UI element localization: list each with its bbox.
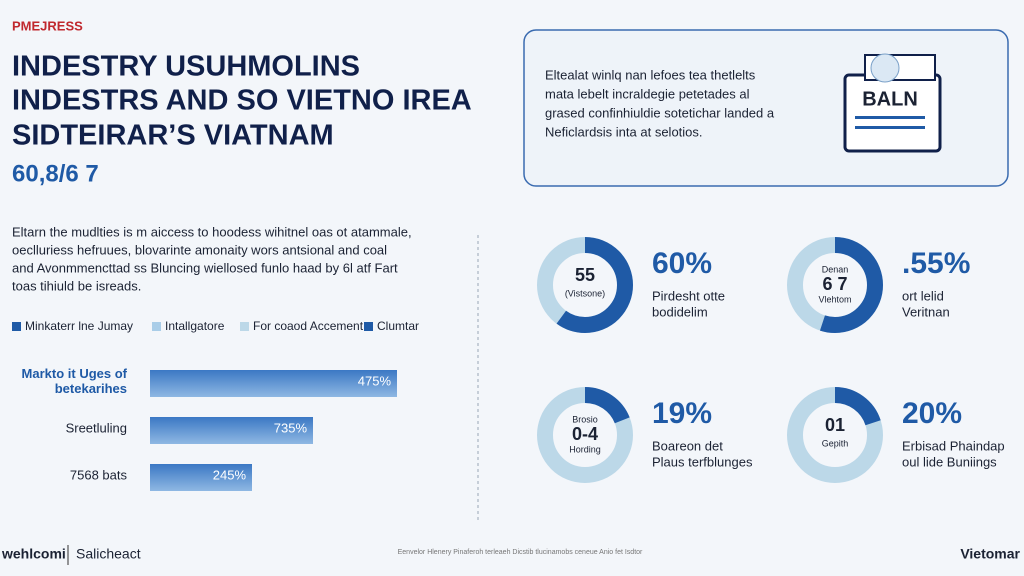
bar bbox=[150, 370, 397, 397]
legend-swatch bbox=[364, 322, 373, 331]
footer-left: wehlcomi bbox=[1, 546, 66, 562]
subtitle: 60,8/6 7 bbox=[12, 160, 99, 187]
footer-right: Vietomar bbox=[960, 546, 1020, 562]
donut-caption: ort lelid bbox=[902, 288, 944, 303]
donut-inner: Hording bbox=[569, 444, 601, 454]
intro-line: Eltarn the mudlties is m aiccess to hood… bbox=[12, 224, 412, 239]
donut-caption: bodidelim bbox=[652, 304, 708, 319]
legend-swatch bbox=[12, 322, 21, 331]
bar bbox=[150, 417, 313, 444]
bar-label: Sreetluling bbox=[66, 420, 127, 435]
donut-caption: Plaus terfblunges bbox=[652, 454, 753, 469]
bar bbox=[150, 464, 252, 491]
intro-line: and Avonmmencttad ss Bluncing wiellosed … bbox=[12, 260, 398, 275]
callout-line: Neficlardsis inta at selotios. bbox=[545, 124, 703, 139]
footer-left2: Salicheact bbox=[76, 546, 141, 562]
bar-label: betekarihes bbox=[55, 381, 127, 396]
legend-swatch bbox=[240, 322, 249, 331]
callout-line: Eltealat winlq nan lefoes tea thetlelts bbox=[545, 67, 756, 82]
donut-inner: Brosio bbox=[572, 414, 598, 424]
legend-label: For coaod Accement bbox=[253, 319, 364, 333]
bar-value: 735% bbox=[274, 420, 308, 435]
donut-inner: 0-4 bbox=[572, 424, 598, 444]
donut-caption: Erbisad Phaindap bbox=[902, 438, 1005, 453]
legend-label: Minkaterr lne Jumay bbox=[25, 319, 133, 333]
intro-line: oeclluriess hefruues, blovarinte amonait… bbox=[12, 242, 387, 257]
callout-line: mata lebelt incraldegie petetades al bbox=[545, 86, 750, 101]
donut-arc bbox=[537, 237, 633, 333]
donut-inner: (Vistsone) bbox=[565, 288, 605, 298]
bar-label: 7568 bats bbox=[70, 467, 128, 482]
legend-label: Intallgatore bbox=[165, 319, 225, 333]
donut-arc bbox=[537, 387, 633, 483]
donut-inner: 55 bbox=[575, 265, 595, 285]
title-line: SIDTEIRAR’S VIATNAM bbox=[12, 120, 334, 152]
brand: PMEJRESS bbox=[12, 18, 83, 33]
donut-inner: Vlehtom bbox=[818, 294, 851, 304]
donut-value: 60% bbox=[652, 247, 712, 280]
donut-value: 19% bbox=[652, 397, 712, 430]
donut-value: 20% bbox=[902, 397, 962, 430]
donut-value: .55% bbox=[902, 247, 970, 280]
icon-label: BALN bbox=[862, 88, 918, 110]
donut-arc bbox=[787, 387, 883, 483]
donut-caption: oul lide Buniings bbox=[902, 454, 997, 469]
donut-inner: 6 7 bbox=[822, 274, 847, 294]
title-line: INDESTRY USUHMOLINS bbox=[12, 51, 360, 83]
footer-note: Eenvelor Hlenery Pinaferoh terleaeh Dics… bbox=[398, 549, 643, 556]
donut-caption: Pirdesht otte bbox=[652, 288, 725, 303]
legend-label: Clumtar bbox=[377, 319, 419, 333]
legend-swatch bbox=[152, 322, 161, 331]
title-line: INDESTRS AND SO VIETNO IREA bbox=[12, 85, 472, 117]
donut-caption: Boareon det bbox=[652, 438, 723, 453]
callout-icon bbox=[843, 53, 942, 153]
bar-label: Markto it Uges of bbox=[22, 366, 128, 381]
intro-line: toas tihiuld be isreads. bbox=[12, 278, 141, 293]
bar-value: 245% bbox=[213, 467, 247, 482]
donut-arc bbox=[787, 237, 883, 333]
donut-inner: Denan bbox=[822, 264, 849, 274]
callout-line: grased confinhiuldie sotetichar landed a bbox=[545, 105, 775, 120]
donut-inner: 01 bbox=[825, 415, 845, 435]
bar-value: 475% bbox=[358, 373, 392, 388]
donut-inner: Gepith bbox=[822, 438, 849, 448]
donut-caption: Veritnan bbox=[902, 304, 950, 319]
